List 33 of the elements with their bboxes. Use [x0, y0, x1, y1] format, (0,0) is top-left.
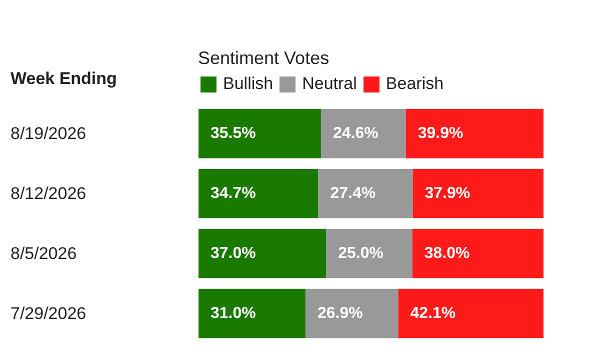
- bar: [198, 109, 321, 158]
- data-label: 42.1%: [410, 305, 456, 322]
- bar: [198, 288, 306, 338]
- bar: [326, 228, 412, 278]
- data-label: 31.0%: [210, 305, 256, 322]
- legend-title: Sentiment Votes: [198, 48, 330, 69]
- data-label: 26.9%: [317, 305, 363, 322]
- bar: [412, 169, 544, 218]
- legend-label: Neutral: [302, 74, 357, 94]
- y-tick-label: 8/19/2026: [10, 124, 86, 144]
- y-tick-label: 8/5/2026: [10, 244, 77, 264]
- bar: [305, 288, 398, 338]
- bar: [406, 109, 544, 158]
- data-label: 35.5%: [210, 125, 256, 142]
- bar: [398, 288, 544, 338]
- y-tick-label: 7/29/2026: [10, 304, 86, 324]
- data-label: 37.0%: [210, 245, 256, 262]
- data-label: 39.9%: [418, 125, 464, 142]
- bar: [198, 228, 326, 278]
- bar: [320, 109, 406, 158]
- data-label: 27.4%: [330, 185, 376, 202]
- data-label: 34.7%: [210, 185, 256, 202]
- data-label: 25.0%: [338, 245, 384, 262]
- bar: [318, 169, 413, 218]
- legend-label: Bearish: [386, 74, 444, 94]
- data-label: 24.6%: [332, 125, 378, 142]
- data-label: 38.0%: [424, 245, 470, 262]
- bar: [412, 228, 544, 278]
- y-axis-title: Week Ending: [10, 68, 117, 88]
- bar: [198, 169, 318, 218]
- legend-label: Bullish: [223, 74, 274, 94]
- y-tick-label: 8/12/2026: [10, 184, 86, 204]
- data-label: 37.9%: [424, 185, 470, 202]
